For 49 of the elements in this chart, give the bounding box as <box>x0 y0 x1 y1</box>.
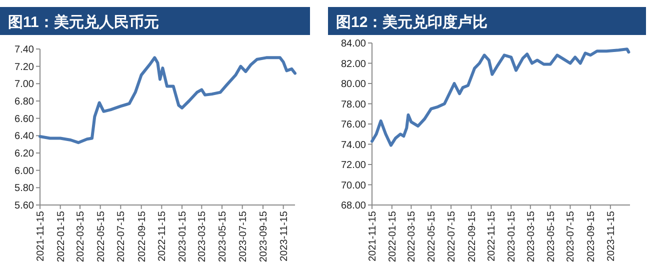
y-tick-label: 78.00 <box>340 99 366 110</box>
y-tick-label: 6.80 <box>14 96 34 108</box>
y-tick-label: 7.40 <box>14 44 34 56</box>
y-tick-label: 6.60 <box>14 114 34 125</box>
x-tick-label: 2022-07-15 <box>116 210 128 262</box>
y-tick-label: 68.00 <box>340 200 366 212</box>
y-tick-label: 74.00 <box>340 140 366 151</box>
y-tick-label: 7.20 <box>14 62 34 73</box>
y-tick-label: 5.80 <box>14 183 34 194</box>
y-tick-label: 76.00 <box>340 120 366 130</box>
y-tick-label: 84.00 <box>340 38 366 50</box>
y-tick-label: 6.00 <box>14 166 34 177</box>
x-tick-label: 2022-03-15 <box>406 210 418 262</box>
x-tick-label: 2023-07-15 <box>238 210 249 262</box>
x-tick-label: 2023-09-15 <box>258 210 270 262</box>
y-tick-label: 72.00 <box>340 160 366 171</box>
x-tick-label: 2022-05-15 <box>426 210 438 262</box>
x-tick-label: 2023-03-15 <box>526 210 537 262</box>
x-tick-label: 2022-09-15 <box>136 210 148 262</box>
x-tick-label: 2022-01-15 <box>387 210 398 262</box>
x-tick-label: 2022-11-15 <box>486 210 498 262</box>
y-tick-label: 7.00 <box>14 79 34 90</box>
x-tick-label: 2023-05-15 <box>218 210 228 262</box>
x-tick-label: 2022-01-15 <box>56 210 67 262</box>
x-tick-label: 2022-07-15 <box>446 210 458 262</box>
x-tick-label: 2023-03-15 <box>197 210 208 262</box>
x-tick-label: 2023-01-15 <box>506 210 518 262</box>
y-tick-label: 5.60 <box>14 200 34 212</box>
y-tick-label: 80.00 <box>340 79 366 90</box>
x-tick-label: 2023-07-15 <box>566 210 577 262</box>
y-tick-label: 6.20 <box>14 148 34 160</box>
x-tick-label: 2023-11-15 <box>278 210 290 262</box>
x-tick-label: 2022-03-15 <box>76 210 86 262</box>
y-tick-label: 70.00 <box>340 180 366 192</box>
x-tick-label: 2023-11-15 <box>606 210 617 262</box>
x-tick-label: 2023-09-15 <box>586 210 597 262</box>
x-tick-label: 2022-09-15 <box>466 210 478 262</box>
line-series <box>38 56 296 144</box>
x-tick-label: 2023-05-15 <box>546 210 557 262</box>
x-tick-label: 2022-11-15 <box>157 210 168 262</box>
x-tick-label: 2021-11-15 <box>368 210 378 262</box>
chart-title: 图12：美元兑印度卢比 <box>336 13 488 31</box>
chart-title: 图11：美元兑人民币元 <box>8 13 159 31</box>
line-series <box>370 48 630 147</box>
x-tick-label: 2023-01-15 <box>178 210 188 262</box>
y-tick-label: 6.40 <box>14 131 34 142</box>
x-tick-label: 2021-11-15 <box>36 210 46 262</box>
x-tick-label: 2022-05-15 <box>96 210 107 262</box>
y-tick-label: 82.00 <box>340 58 366 70</box>
